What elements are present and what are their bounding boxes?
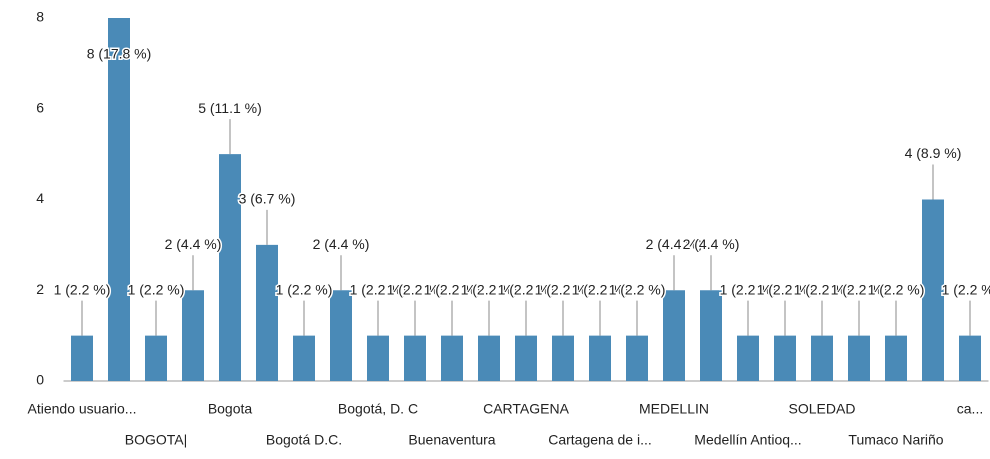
y-tick-label: 2 — [36, 281, 44, 297]
value-label: 1 (2.2 %) — [424, 281, 481, 297]
x-tick-label: BOGOTA| — [125, 432, 188, 448]
bar — [145, 335, 167, 381]
bar — [552, 335, 574, 381]
value-label: 3 (6.7 %) — [239, 191, 296, 207]
value-label: 1 (2.2 %) — [535, 281, 592, 297]
y-tick-label: 4 — [36, 190, 44, 206]
value-label: 1 (2.2 %) — [794, 281, 851, 297]
value-label: 2 (4.4 %) — [683, 236, 740, 252]
bar — [848, 335, 870, 381]
value-label: 5 (11.1 %) — [198, 100, 262, 116]
value-label: 1 (2.2 %) — [757, 281, 814, 297]
value-label: 1 (2.2 %) — [387, 281, 444, 297]
x-tick-label: MEDELLIN — [639, 401, 709, 417]
bar — [774, 335, 796, 381]
x-tick-label: ca... — [957, 401, 983, 417]
y-tick-label: 6 — [36, 99, 44, 115]
value-label: 1 (2.2 %) — [868, 281, 925, 297]
value-label: 1 (2.2 %) — [54, 281, 111, 297]
bar — [922, 199, 944, 381]
value-label: 8 (17.8 %) — [87, 46, 152, 62]
bar — [885, 335, 907, 381]
bar — [959, 335, 981, 381]
bar — [626, 335, 648, 381]
bar — [737, 335, 759, 381]
bar — [367, 335, 389, 381]
bar — [589, 335, 611, 381]
value-label: 1 (2.2 %) — [609, 281, 666, 297]
y-tick-label: 8 — [36, 9, 44, 25]
value-label: 1 (2.2 %) — [498, 281, 555, 297]
value-label: 1 (2.2 %) — [572, 281, 629, 297]
bar — [219, 154, 241, 381]
bar — [182, 290, 204, 381]
value-label: 1 (2.2 %) — [720, 281, 777, 297]
value-label: 1 (2.2 %) — [276, 281, 333, 297]
x-tick-label: Tumaco Nariño — [848, 432, 943, 448]
value-label: 1 (2.2 %) — [942, 281, 990, 297]
value-label: 2 (4.4 %) — [313, 236, 370, 252]
value-label: 4 (8.9 %) — [905, 145, 962, 161]
x-tick-label: Medellín Antioq... — [694, 432, 801, 448]
x-tick-label: Cartagena de i... — [548, 432, 652, 448]
bar — [663, 290, 685, 381]
value-label: 1 (2.2 %) — [461, 281, 518, 297]
bar — [441, 335, 463, 381]
y-tick-label: 0 — [36, 372, 44, 388]
x-tick-label: CARTAGENA — [483, 401, 569, 417]
x-tick-label: Bogota — [208, 401, 253, 417]
bar — [108, 18, 130, 381]
value-label: 1 (2.2 %) — [350, 281, 407, 297]
x-tick-label: Buenaventura — [408, 432, 495, 448]
value-label: 1 (2.2 %) — [128, 281, 185, 297]
value-label: 1 (2.2 %) — [831, 281, 888, 297]
value-label: 2 (4.4 %) — [165, 236, 222, 252]
bar — [330, 290, 352, 381]
bar — [71, 335, 93, 381]
bar — [811, 335, 833, 381]
bar — [515, 335, 537, 381]
x-tick-label: Atiendo usuario... — [28, 401, 137, 417]
x-tick-label: Bogotá D.C. — [266, 432, 342, 448]
x-tick-label: Bogotá, D. C — [338, 401, 418, 417]
bar — [293, 335, 315, 381]
bar — [700, 290, 722, 381]
value-label: 2 (4.4 %) — [646, 236, 703, 252]
bar — [256, 244, 278, 381]
bar — [478, 335, 500, 381]
x-tick-label: SOLEDAD — [789, 401, 856, 417]
bar — [404, 335, 426, 381]
